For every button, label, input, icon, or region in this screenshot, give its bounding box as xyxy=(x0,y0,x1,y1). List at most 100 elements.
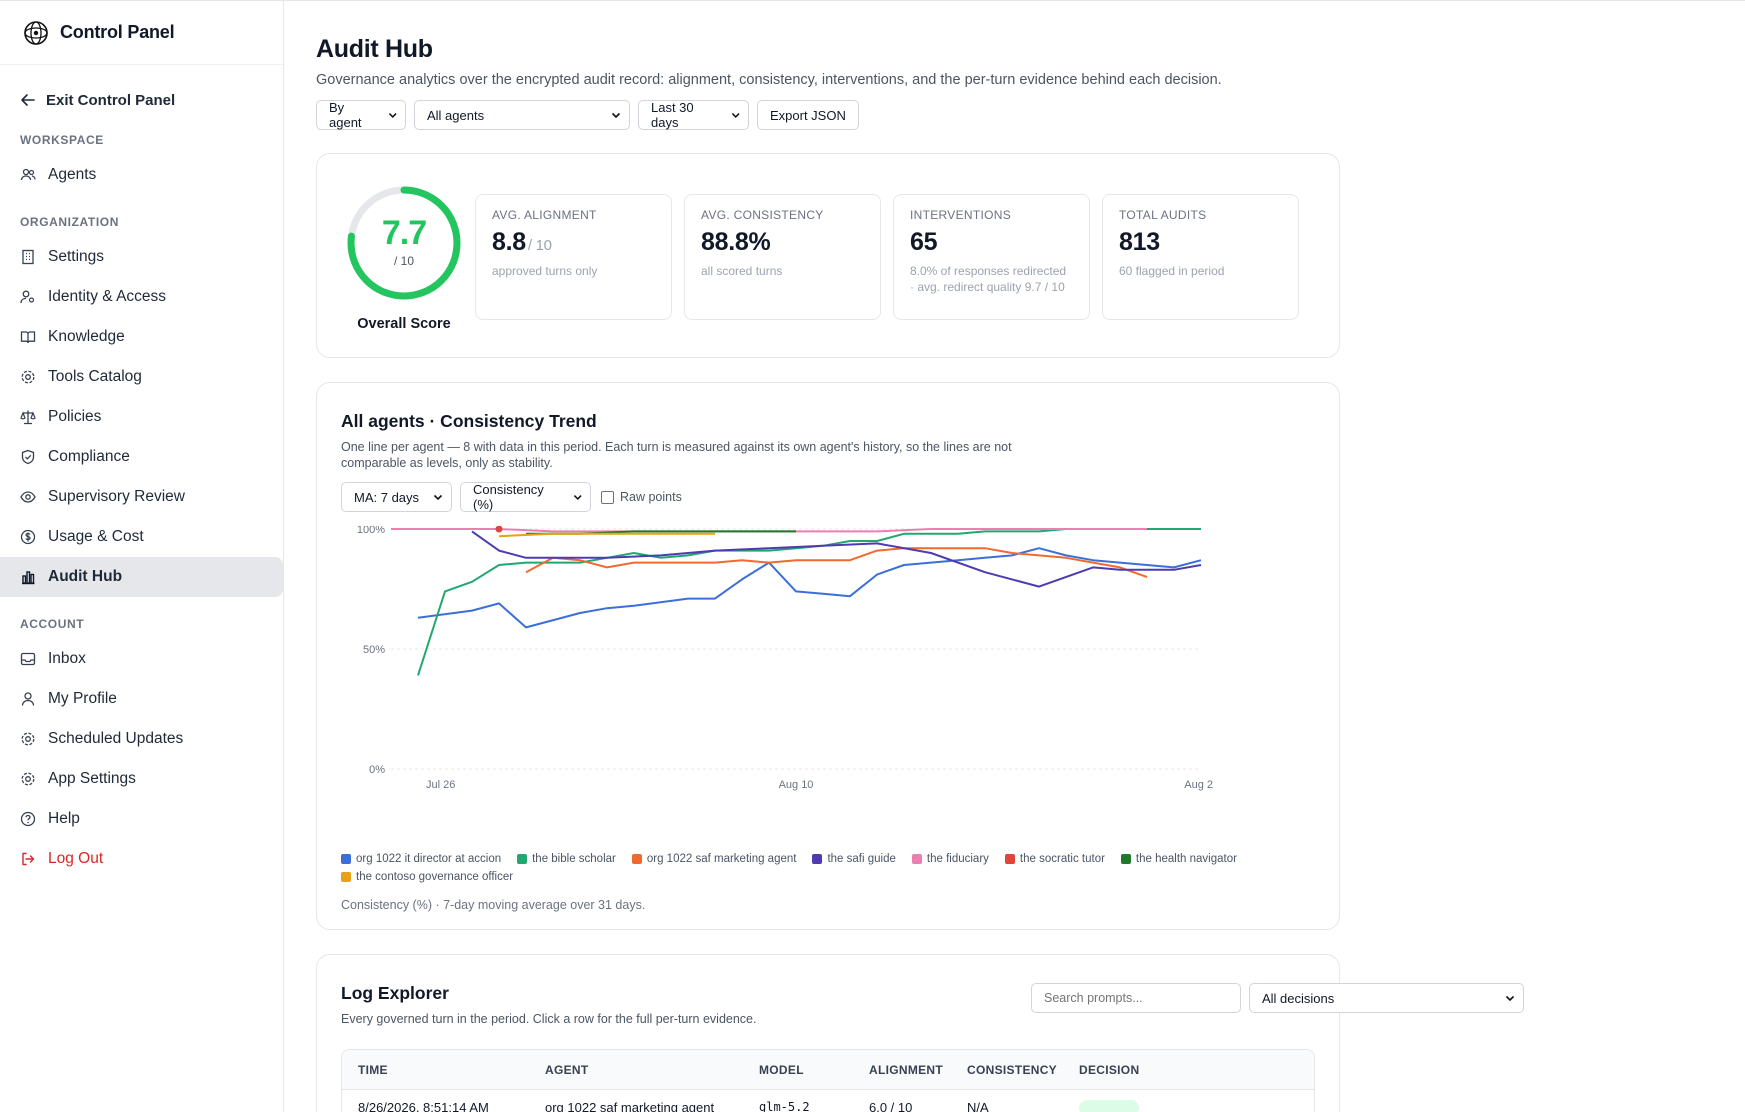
exit-control-panel-link[interactable]: Exit Control Panel xyxy=(0,81,283,119)
gear-icon xyxy=(21,772,35,786)
sidebar-item-logout[interactable]: Log Out xyxy=(0,839,283,879)
sidebar-item-label: Policies xyxy=(48,408,102,425)
sidebar-item-app-settings[interactable]: App Settings xyxy=(0,759,283,799)
legend-item[interactable]: org 1022 saf marketing agent xyxy=(631,853,796,865)
stat-label: TOTAL AUDITS xyxy=(1119,208,1207,222)
sidebar-item-settings[interactable]: Settings xyxy=(0,237,283,277)
sidebar-item-policies[interactable]: Policies xyxy=(0,397,283,437)
stat-value-number: 8.8 xyxy=(492,228,526,256)
search-prompts-input[interactable] xyxy=(1031,983,1241,1013)
x-tick-label: Aug 10 xyxy=(779,779,814,791)
sidebar-item-tools[interactable]: Tools Catalog xyxy=(0,357,283,397)
overall-score-gauge xyxy=(347,186,461,300)
sidebar-item-usage[interactable]: Usage & Cost xyxy=(0,517,283,557)
column-header-agent[interactable]: AGENT xyxy=(545,1062,589,1077)
sidebar-item-label: Knowledge xyxy=(48,328,125,345)
stat-interventions: INTERVENTIONS 65 8.0% of responses redir… xyxy=(893,194,1090,320)
column-header-model[interactable]: MODEL xyxy=(759,1062,804,1077)
sidebar-item-scheduled[interactable]: Scheduled Updates xyxy=(0,719,283,759)
stat-value: 8.8/ 10 xyxy=(492,228,655,257)
moving-average-select[interactable]: MA: 7 days xyxy=(341,482,452,512)
legend-label: the fiduciary xyxy=(926,853,989,865)
date-range-value: Last 30 days xyxy=(651,100,694,130)
sidebar-item-audit-hub[interactable]: Audit Hub xyxy=(0,557,283,597)
column-header-consistency[interactable]: CONSISTENCY xyxy=(967,1062,1057,1077)
section-workspace: WORKSPACE xyxy=(20,133,104,147)
stat-label: AVG. CONSISTENCY xyxy=(701,208,824,222)
sidebar-item-label: Inbox xyxy=(48,650,86,667)
sidebar-item-profile[interactable]: My Profile xyxy=(0,679,283,719)
decision-filter-select[interactable]: All decisions xyxy=(1249,983,1524,1013)
sidebar-item-supervisory[interactable]: Supervisory Review xyxy=(0,477,283,517)
brand[interactable]: Control Panel xyxy=(0,1,283,65)
group-by-select[interactable]: By agent xyxy=(316,100,406,130)
sidebar-item-knowledge[interactable]: Knowledge xyxy=(0,317,283,357)
sidebar-item-label: Scheduled Updates xyxy=(48,730,184,747)
stat-note: 8.0% of responses redirected · avg. redi… xyxy=(910,264,1067,294)
sidebar-item-label: Agents xyxy=(48,166,97,183)
y-tick-label: 100% xyxy=(357,526,385,536)
decision-badge xyxy=(1079,1100,1139,1112)
legend-item[interactable]: the safi guide xyxy=(812,853,896,865)
legend-swatch xyxy=(911,854,922,864)
legend-item[interactable]: org 1022 it director at accion xyxy=(341,853,501,865)
overall-score-label: Overall Score xyxy=(357,316,451,332)
legend-label: the contoso governance officer xyxy=(356,871,514,883)
stat-total-audits: TOTAL AUDITS 813 60 flagged in period xyxy=(1102,194,1299,320)
column-header-time[interactable]: TIME xyxy=(358,1062,388,1077)
legend-swatch xyxy=(631,854,642,864)
trend-title: All agents · Consistency Trend xyxy=(341,411,597,431)
x-tick-label: Aug 2 xyxy=(1184,779,1213,791)
raw-points-checkbox[interactable] xyxy=(601,490,614,504)
export-json-button[interactable]: Export JSON xyxy=(757,100,859,130)
sidebar-item-compliance[interactable]: Compliance xyxy=(0,437,283,477)
column-header-decision[interactable]: DECISION xyxy=(1079,1062,1140,1077)
sidebar-item-label: Usage & Cost xyxy=(48,528,144,545)
overall-score-value: 7.7 xyxy=(381,214,427,252)
legend-label: the socratic tutor xyxy=(1019,853,1105,865)
inbox-icon xyxy=(20,652,36,666)
x-tick-label: Jul 26 xyxy=(426,779,455,791)
chevron-down-icon xyxy=(1505,995,1515,1002)
date-range-select[interactable]: Last 30 days xyxy=(638,100,749,130)
metric-select[interactable]: Consistency (%) xyxy=(460,482,591,512)
legend-item[interactable]: the fiduciary xyxy=(911,853,989,865)
log-actions: All decisions xyxy=(1031,983,1524,1027)
raw-points-toggle[interactable]: Raw points xyxy=(599,490,682,504)
legend-item[interactable]: the contoso governance officer xyxy=(341,871,513,883)
table-row[interactable]: 8/26/2026, 8:51:14 AM org 1022 saf marke… xyxy=(342,1090,1314,1112)
legend-label: org 1022 it director at accion xyxy=(356,853,502,865)
eye-icon xyxy=(20,491,36,503)
series-line xyxy=(498,532,715,538)
series-line xyxy=(471,530,1202,588)
sidebar-item-agents[interactable]: Agents xyxy=(0,155,283,195)
legend-item[interactable]: the health navigator xyxy=(1120,853,1237,865)
stat-value: 88.8% xyxy=(701,228,771,256)
sidebar-item-label: Tools Catalog xyxy=(48,368,142,385)
moving-average-value: MA: 7 days xyxy=(354,489,420,505)
building-icon xyxy=(22,249,34,265)
cell-model: glm-5.2 xyxy=(759,1100,810,1112)
dollar-circle-icon xyxy=(20,529,36,545)
chevron-down-icon xyxy=(388,113,397,118)
agent-select[interactable]: All agents xyxy=(414,100,630,130)
help-circle-icon xyxy=(20,811,36,827)
sidebar-item-inbox[interactable]: Inbox xyxy=(0,639,283,679)
sidebar-item-identity[interactable]: Identity & Access xyxy=(0,277,283,317)
score-card: 7.7 / 10 Overall Score AVG. ALIGNMENT 8.… xyxy=(316,153,1340,358)
column-header-alignment[interactable]: ALIGNMENT xyxy=(869,1062,944,1077)
legend-item[interactable]: the bible scholar xyxy=(517,853,616,865)
sidebar-item-help[interactable]: Help xyxy=(0,799,283,839)
series-line xyxy=(417,547,1202,629)
log-header: Log Explorer Every governed turn in the … xyxy=(341,983,1524,1027)
decision-filter-value: All decisions xyxy=(1262,990,1335,1006)
legend-item[interactable]: the socratic tutor xyxy=(1004,853,1105,865)
stat-label: INTERVENTIONS xyxy=(910,208,1012,222)
table-header: TIME AGENT MODEL ALIGNMENT CONSISTENCY D… xyxy=(342,1050,1314,1090)
legend-swatch xyxy=(341,854,351,864)
y-tick-label: 50% xyxy=(363,644,385,656)
sidebar-item-label: Supervisory Review xyxy=(48,488,185,505)
legend-swatch xyxy=(1004,854,1015,864)
sidebar-item-label: Log Out xyxy=(48,850,104,867)
